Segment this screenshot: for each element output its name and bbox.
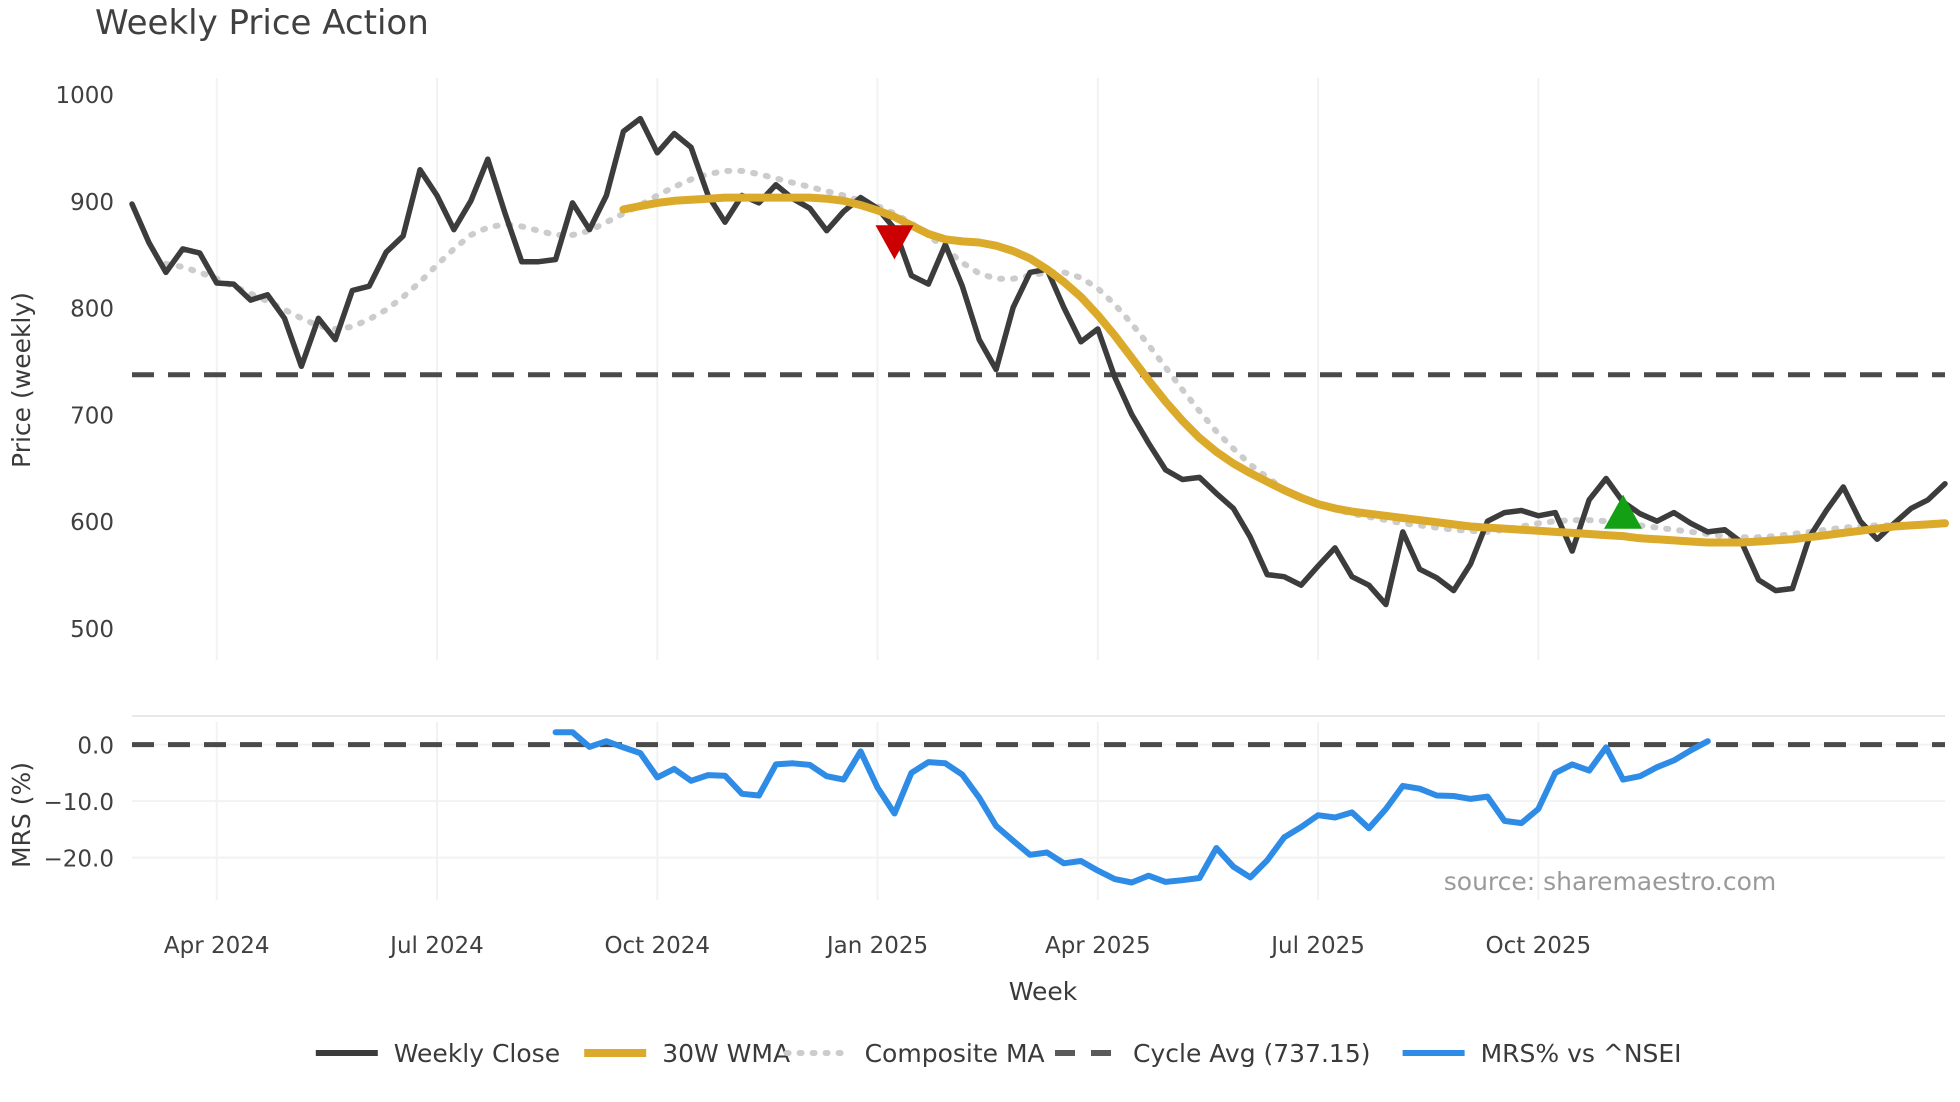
legend-label: MRS% vs ^NSEI — [1481, 1039, 1682, 1068]
legend-item[interactable]: Weekly Close — [315, 1039, 560, 1068]
x-tick-label: Apr 2024 — [164, 933, 270, 959]
mrs-tick-label: 0.0 — [77, 734, 114, 760]
legend-item[interactable]: Composite MA — [783, 1039, 1045, 1068]
legend-item[interactable]: MRS% vs ^NSEI — [1402, 1039, 1682, 1068]
source-watermark: source: sharemaestro.com — [1444, 867, 1777, 896]
legend-label: Cycle Avg (737.15) — [1133, 1039, 1371, 1068]
page-title: Weekly Price Action — [95, 3, 429, 43]
price-tick-label: 600 — [70, 510, 114, 536]
composite-ma-line — [162, 167, 1932, 541]
x-tick-label: Jul 2024 — [388, 933, 484, 959]
price-tick-label: 900 — [70, 190, 114, 216]
price-tick-label: 700 — [70, 403, 114, 429]
x-tick-label: Jan 2025 — [825, 933, 928, 959]
signal-markers-group — [875, 225, 1643, 529]
x-tick-label: Jul 2025 — [1269, 933, 1365, 959]
weekly-close-line — [129, 115, 1948, 608]
mrs-series-group — [132, 729, 1945, 886]
wma-30w-line — [619, 193, 1949, 547]
mrs-line — [552, 729, 1711, 886]
legend-item[interactable]: Cycle Avg (737.15) — [1055, 1039, 1371, 1068]
mrs-axis-label: MRS (%) — [7, 762, 36, 868]
mrs-tick-label: −20.0 — [44, 847, 114, 873]
price-grid — [215, 78, 1540, 660]
legend-label: 30W WMA — [662, 1039, 790, 1068]
x-axis-ticks: Apr 2024 Jul 2024 Oct 2024 Jan 2025 Apr 2025… — [164, 933, 1591, 959]
price-axis-label: Price (weekly) — [7, 292, 36, 468]
chart-legend: Weekly Close 30W WMA Composite MA Cycle Avg… — [315, 1039, 1682, 1068]
price-tick-label: 800 — [70, 297, 114, 323]
price-tick-label: 500 — [70, 617, 114, 643]
x-tick-label: Oct 2024 — [604, 933, 710, 959]
buy-marker — [1604, 494, 1643, 529]
x-axis-label: Week — [1009, 977, 1078, 1006]
sell-marker — [875, 225, 914, 260]
price-series-group — [129, 115, 1949, 608]
mrs-y-axis-ticks: 0.0 −10.0 −20.0 — [44, 734, 114, 873]
legend-label: Composite MA — [865, 1039, 1045, 1068]
x-tick-label: Apr 2025 — [1045, 933, 1151, 959]
mrs-tick-label: −10.0 — [44, 790, 114, 816]
legend-label: Weekly Close — [394, 1039, 560, 1068]
price-y-axis-ticks: 1000 900 800 700 600 500 — [55, 83, 114, 643]
legend-item[interactable]: 30W WMA — [584, 1039, 790, 1068]
x-tick-label: Oct 2025 — [1486, 933, 1592, 959]
price-tick-label: 1000 — [55, 83, 114, 109]
